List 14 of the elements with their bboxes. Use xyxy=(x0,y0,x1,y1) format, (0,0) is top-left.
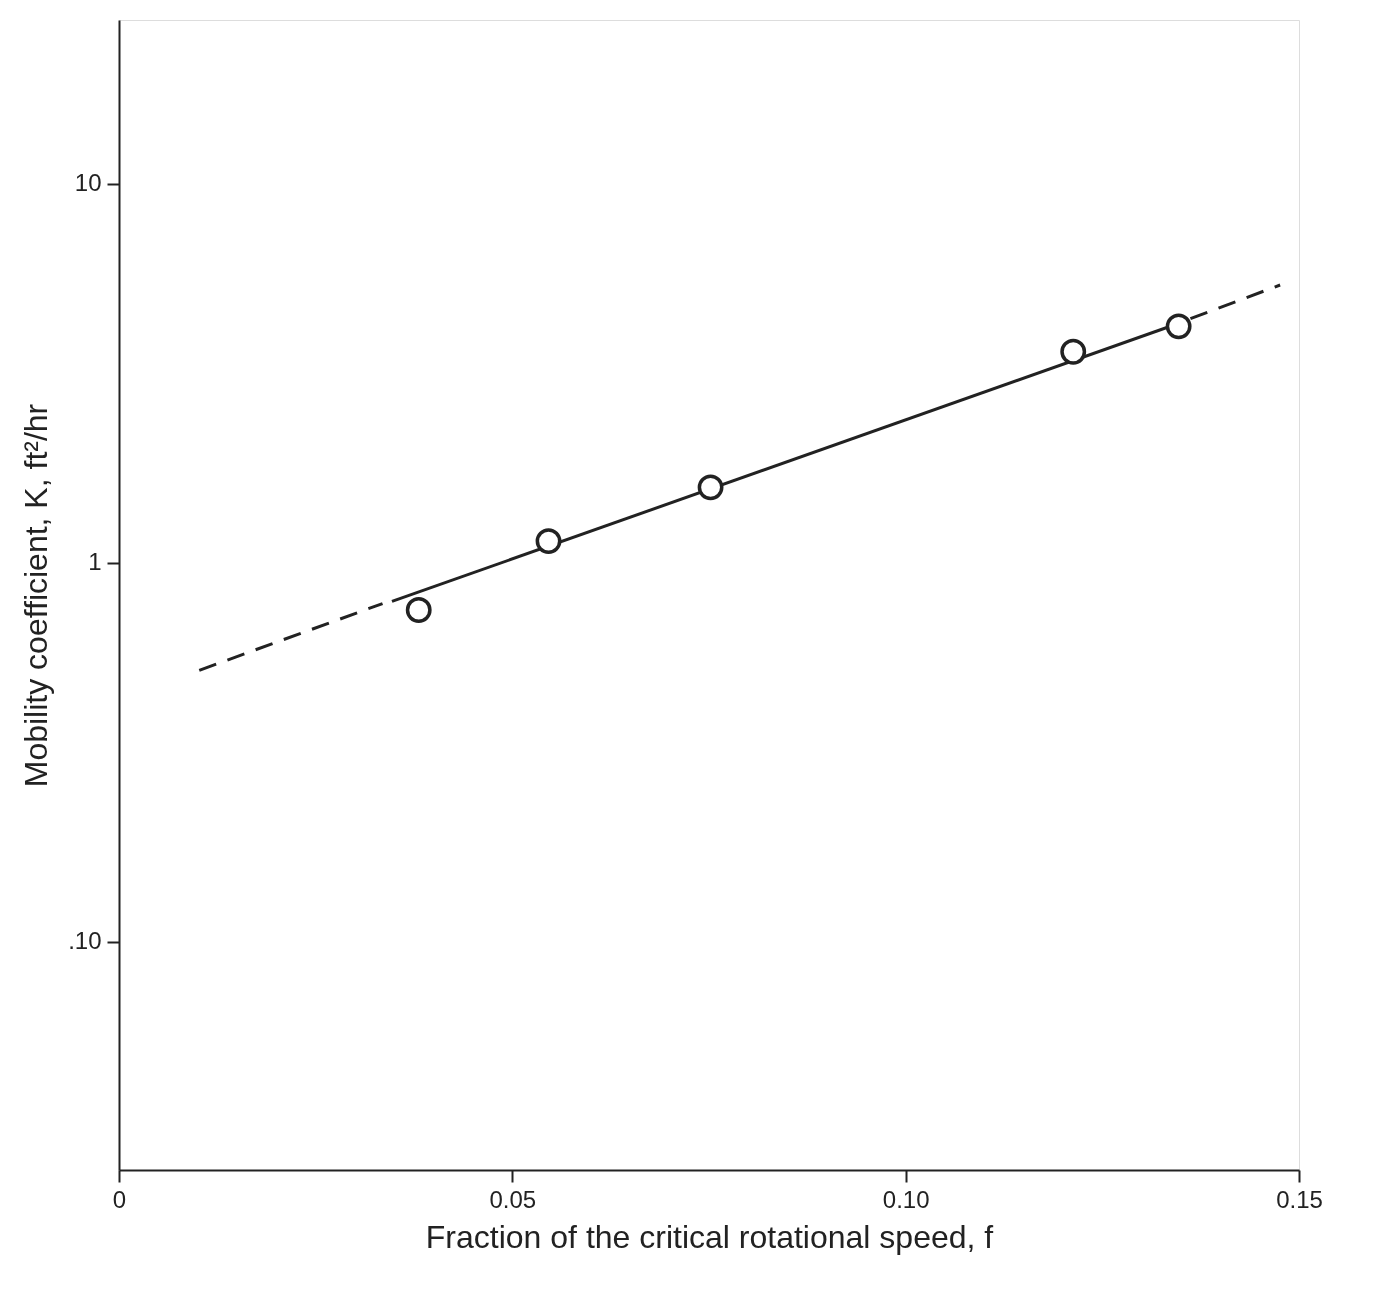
y-tick-label: 1 xyxy=(88,548,102,576)
x-tick-label: 0.15 xyxy=(1276,1185,1323,1213)
x-tick-label: 0 xyxy=(112,1185,127,1213)
point xyxy=(697,474,724,501)
x-tick-label: 0.05 xyxy=(489,1185,537,1213)
point xyxy=(535,528,562,554)
y-axis-title: Mobility coefficient, K, ft²/hr xyxy=(18,403,55,788)
x-tick-label: 0.10 xyxy=(882,1185,930,1213)
point xyxy=(1165,313,1192,340)
point xyxy=(405,597,432,623)
x-axis-title: Fraction of the critical rotational speed, f xyxy=(425,1218,994,1255)
point xyxy=(1060,338,1087,365)
y-tick-label: .10 xyxy=(68,927,102,955)
y-tick-label: 10 xyxy=(74,169,102,197)
